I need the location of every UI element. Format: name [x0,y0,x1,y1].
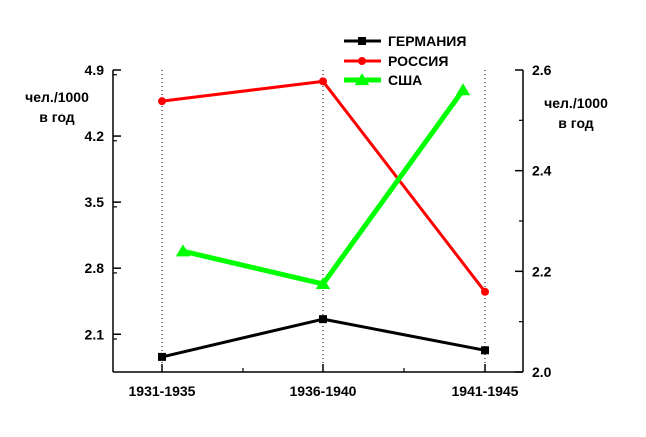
data-point [158,97,166,106]
x-tick-label: 1931-1935 [129,383,196,399]
right-axis-ticks: 2.6 2.4 2.2 2.0 [515,62,552,380]
data-point [319,315,327,324]
legend: ГЕРМАНИЯ РОССИЯ США [344,33,466,88]
legend-marker [358,37,366,45]
series-2 [158,77,489,296]
right-tick-label: 2.2 [532,263,552,279]
legend-label: РОССИЯ [388,53,448,69]
legend-marker [354,73,370,86]
legend-label: США [388,72,422,88]
right-tick-label: 2.4 [532,163,552,179]
data-point [158,352,166,361]
grid-lines [161,70,486,372]
x-axis-ticks: 1931-1935 1936-1940 1941-1945 [129,364,519,399]
legend-marker [358,57,366,65]
left-axis-ticks: 4.9 4.2 3.5 2.8 2.1 [85,62,121,342]
left-tick-label: 4.2 [85,128,105,144]
right-axis-title-line1: чел./1000 [544,95,608,111]
left-tick-label: 2.8 [85,260,105,276]
data-point [455,83,471,96]
right-axis-title-line2: в год [558,115,594,131]
left-axis-title-line1: чел./1000 [25,89,89,105]
left-axis-title-line2: в год [39,109,75,125]
left-tick-label: 4.9 [85,62,105,78]
data-point [175,244,191,257]
right-tick-label: 2.0 [532,364,552,380]
x-tick-label: 1936-1940 [290,383,357,399]
series-group [158,77,489,361]
x-tick-label: 1941-1945 [452,383,519,399]
data-point [481,287,489,296]
data-point [481,346,489,355]
series-3 [175,83,471,290]
data-point [319,77,327,86]
left-tick-label: 3.5 [85,194,105,210]
data-point [315,277,331,290]
left-tick-label: 2.1 [85,326,105,342]
axes [112,70,524,373]
right-tick-label: 2.6 [532,62,552,78]
legend-label: ГЕРМАНИЯ [388,33,466,49]
series-1 [158,315,489,361]
